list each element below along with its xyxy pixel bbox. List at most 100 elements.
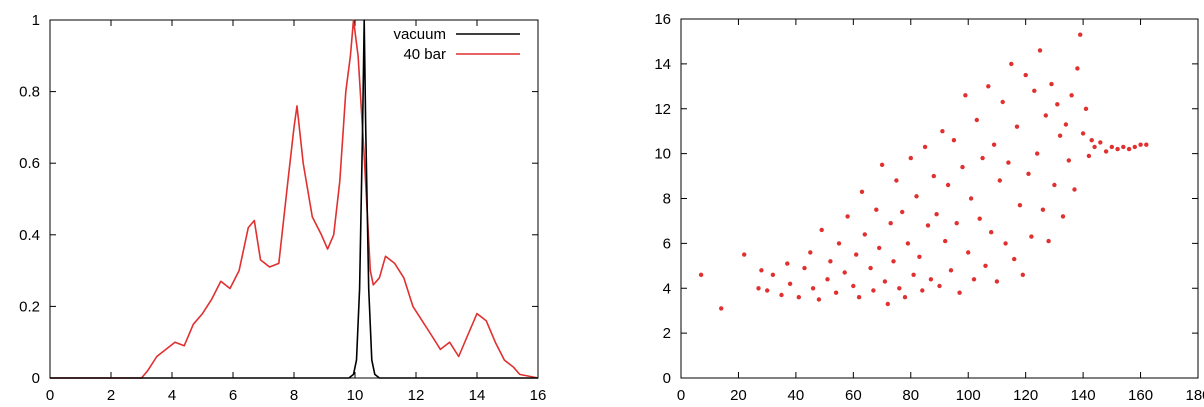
scatter-point — [920, 288, 925, 293]
scatter-point — [1089, 138, 1094, 143]
scatter-point — [888, 221, 893, 226]
scatter-point — [980, 155, 985, 161]
scatter-point — [943, 238, 948, 244]
scatter-point — [983, 263, 988, 268]
scatter-point — [1144, 142, 1149, 147]
scatter-point — [1060, 214, 1066, 219]
series-line-40-bar — [50, 19, 539, 379]
scatter-point — [1115, 146, 1120, 152]
scatter-point — [1006, 160, 1011, 165]
scatter-point — [945, 182, 951, 188]
scatter-point — [917, 254, 922, 259]
y-tick-label: 0.4 — [19, 227, 40, 244]
scatter-point — [931, 173, 936, 179]
scatter-point — [957, 290, 962, 295]
x-tick-label: 0 — [677, 387, 685, 404]
scatter-point — [1043, 113, 1049, 118]
y-tick-label: 0.8 — [19, 84, 40, 101]
scatter-point — [859, 189, 865, 194]
scatter-point — [1037, 48, 1043, 53]
scatter-chart: 0 20 40 60 80 100 120 140 160 180 0 2 4 6 8 10 12 14 16 — [654, 11, 1204, 404]
scatter-point — [879, 162, 885, 167]
scatter-point — [971, 277, 977, 282]
y-tick-label: 0 — [663, 370, 671, 387]
scatter-point — [928, 277, 934, 282]
scatter-point — [1063, 122, 1069, 127]
x-tick-label: 14 — [469, 387, 486, 404]
scatter-point — [1109, 144, 1115, 150]
scatter-point — [891, 259, 896, 264]
scatter-point — [1009, 61, 1014, 67]
scatter-point — [966, 250, 971, 255]
scatter-point — [1098, 140, 1103, 145]
y-tick-label: 12 — [654, 101, 671, 118]
scatter-point — [1092, 144, 1097, 150]
scatter-point — [1003, 241, 1008, 246]
scatter-point — [897, 286, 902, 291]
y-tick-label: 2 — [663, 325, 671, 342]
x-tick-label: 6 — [229, 387, 237, 404]
scatter-point — [1075, 66, 1080, 71]
scatter-point — [698, 272, 704, 277]
scatter-point — [785, 261, 790, 266]
y-tick-label: 1 — [32, 12, 40, 29]
scatter-point — [845, 214, 850, 219]
scatter-point — [787, 281, 793, 286]
scatter-point — [989, 230, 994, 235]
scatter-point — [900, 209, 905, 215]
scatter-point — [836, 241, 842, 246]
scatter-point — [1126, 146, 1132, 152]
y-tick-label: 0.6 — [19, 155, 40, 172]
scatter-point — [874, 207, 879, 212]
scatter-point — [1046, 238, 1051, 244]
plot-frame — [49, 19, 539, 379]
y-tick-label: 0 — [32, 370, 40, 387]
x-tick-label: 12 — [408, 387, 425, 404]
x-tick-label: 120 — [1013, 387, 1038, 404]
legend-label: 40 bar — [403, 46, 446, 63]
scatter-point — [856, 295, 862, 300]
scatter-point — [1017, 203, 1023, 208]
scatter-point — [1072, 187, 1077, 192]
scatter-point — [902, 295, 908, 300]
scatter-point — [925, 223, 931, 228]
scatter-point — [951, 138, 957, 143]
scatter-point — [871, 288, 876, 293]
x-tick-label: 140 — [1071, 387, 1096, 404]
scatter-point — [1020, 272, 1025, 277]
scatter-point — [1052, 182, 1057, 188]
x-tick-label: 10 — [347, 387, 364, 404]
legend-label: vacuum — [393, 26, 446, 43]
y-tick-label: 14 — [654, 56, 671, 73]
scatter-point — [819, 227, 824, 233]
scatter-point — [905, 241, 911, 246]
x-tick-label: 8 — [290, 387, 298, 404]
scatter-point — [1069, 93, 1074, 98]
scatter-point — [940, 129, 945, 134]
scatter-point — [1014, 124, 1020, 129]
scatter-point — [986, 84, 991, 89]
x-tick-label: 16 — [530, 387, 547, 404]
scatter-point — [1080, 131, 1086, 136]
scatter-point — [810, 286, 816, 291]
y-tick-label: 4 — [663, 280, 671, 297]
scatter-point — [1138, 142, 1143, 147]
scatter-point — [1057, 133, 1063, 138]
scatter-point — [1049, 81, 1054, 87]
scatter-point — [954, 221, 959, 226]
scatter-point — [779, 292, 784, 298]
scatter-point — [1012, 256, 1017, 262]
y-tick-label: 16 — [654, 11, 671, 28]
scatter-point — [1132, 144, 1138, 150]
scatter-point — [997, 178, 1002, 183]
scatter-point — [1026, 171, 1031, 176]
scatter-point — [1066, 158, 1072, 163]
scatter-point — [991, 142, 997, 147]
scatter-point — [854, 252, 859, 257]
scatter-point — [877, 245, 882, 251]
x-tick-label: 160 — [1128, 387, 1153, 404]
x-tick-label: 80 — [902, 387, 919, 404]
scatter-point — [1078, 32, 1083, 37]
x-tick-label: 100 — [956, 387, 981, 404]
